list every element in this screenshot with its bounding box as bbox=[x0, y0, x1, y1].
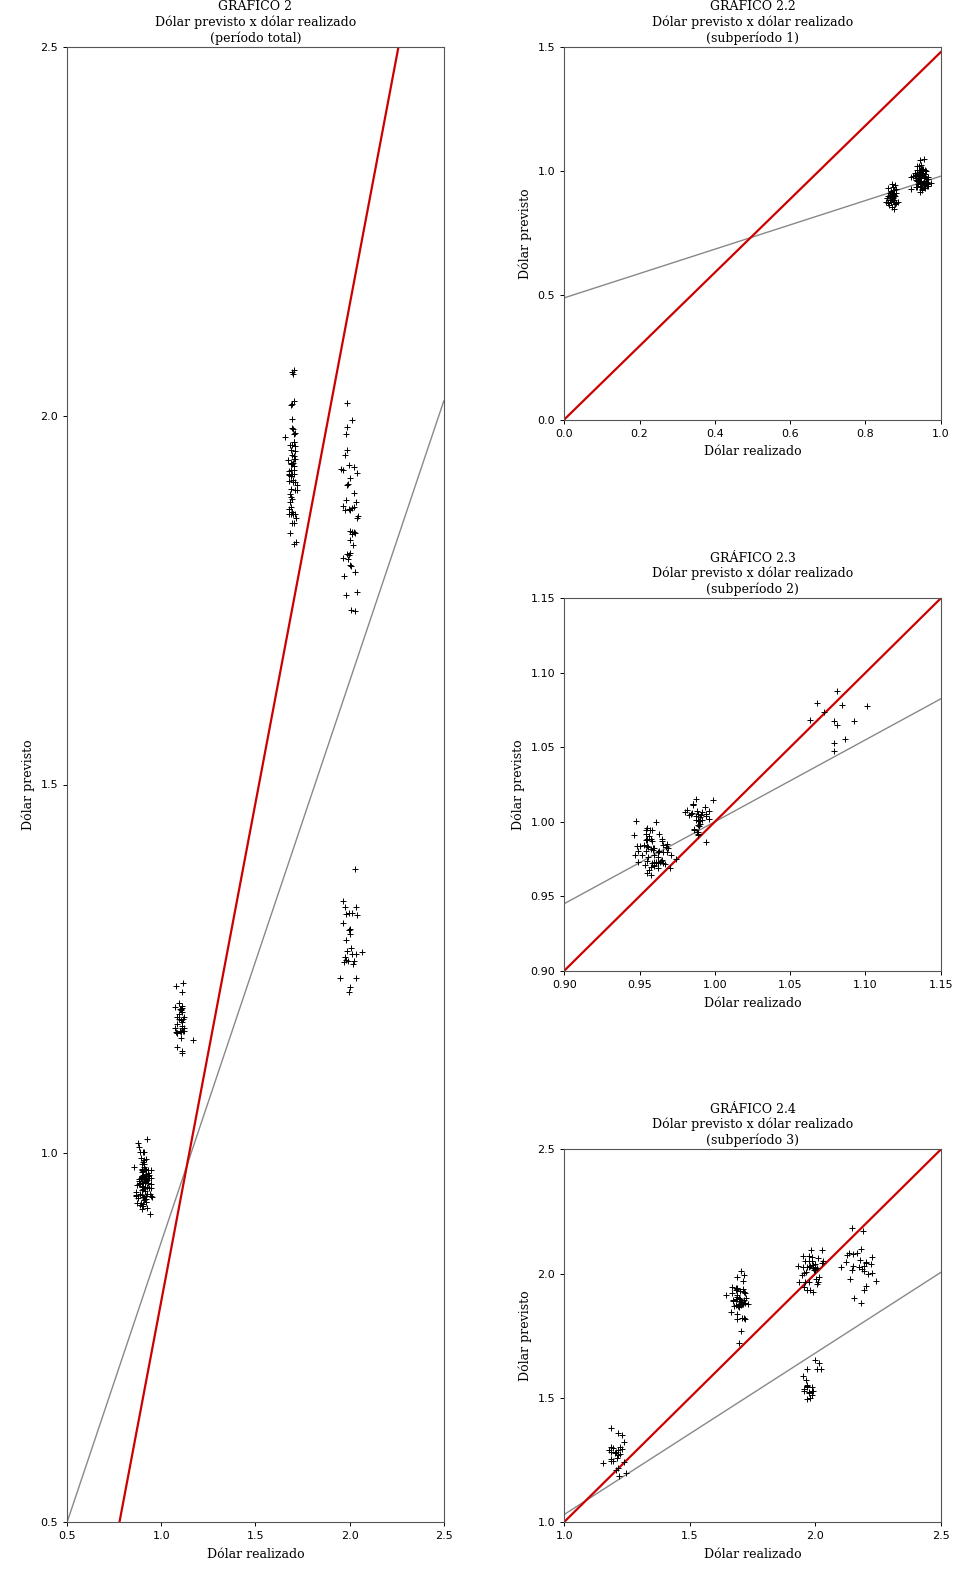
Y-axis label: Dólar previsto: Dólar previsto bbox=[518, 1290, 532, 1381]
Title: GRÁFICO 2.4
Dólar previsto x dólar realizado
(subperíodo 3): GRÁFICO 2.4 Dólar previsto x dólar reali… bbox=[652, 1103, 853, 1147]
Y-axis label: Dólar previsto: Dólar previsto bbox=[21, 739, 35, 830]
Y-axis label: Dólar previsto: Dólar previsto bbox=[518, 188, 532, 279]
Title: GRÁFICO 2.2
Dólar previsto x dólar realizado
(subperíodo 1): GRÁFICO 2.2 Dólar previsto x dólar reali… bbox=[652, 0, 853, 44]
Title: GRÁFICO 2.3
Dólar previsto x dólar realizado
(subperíodo 2): GRÁFICO 2.3 Dólar previsto x dólar reali… bbox=[652, 552, 853, 596]
X-axis label: Dólar realizado: Dólar realizado bbox=[704, 1549, 802, 1561]
Y-axis label: Dólar previsto: Dólar previsto bbox=[512, 739, 525, 830]
X-axis label: Dólar realizado: Dólar realizado bbox=[704, 446, 802, 458]
X-axis label: Dólar realizado: Dólar realizado bbox=[206, 1549, 304, 1561]
X-axis label: Dólar realizado: Dólar realizado bbox=[704, 996, 802, 1010]
Title: GRÁFICO 2
Dólar previsto x dólar realizado
(período total): GRÁFICO 2 Dólar previsto x dólar realiza… bbox=[155, 0, 356, 44]
